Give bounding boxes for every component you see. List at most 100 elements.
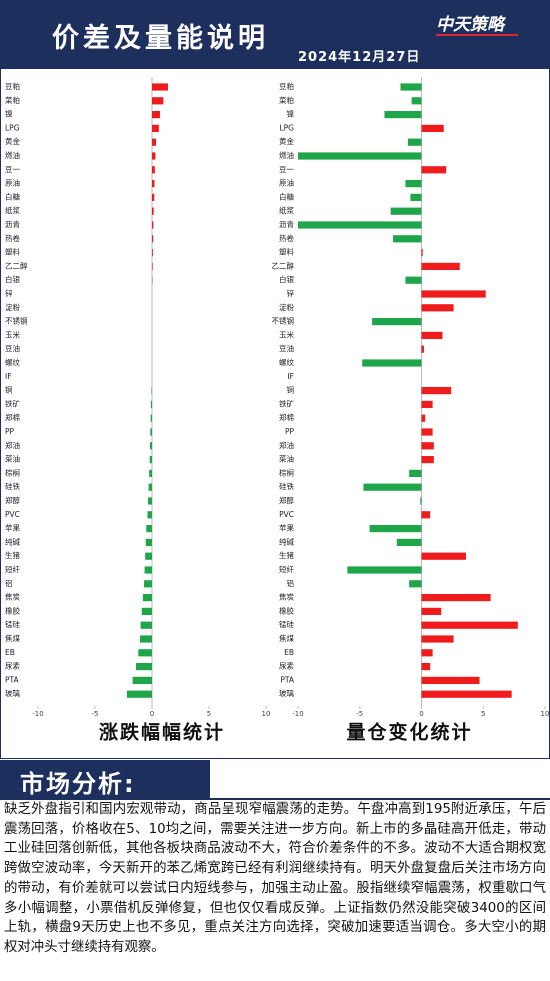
x-tick-label: 10 (262, 710, 271, 718)
category-label: 白糖 (279, 191, 294, 201)
category-label: 热卷 (279, 233, 294, 243)
bar (152, 83, 168, 91)
category-label: 焦煤 (279, 633, 294, 643)
category-label: 橡胶 (5, 605, 20, 615)
bar (369, 525, 422, 533)
category-label: LPG (279, 123, 294, 132)
bar (140, 635, 152, 643)
category-label: 铜 (5, 385, 13, 395)
bar (363, 483, 422, 491)
category-label: 螺纹 (5, 357, 20, 367)
bar (132, 676, 152, 684)
category-label: IF (5, 372, 12, 381)
category-label: 郑油 (5, 440, 20, 450)
category-label: 白银 (5, 274, 20, 284)
page-title: 价差及量能说明 (52, 23, 269, 54)
category-label: PTA (5, 675, 20, 684)
bar (149, 469, 152, 477)
category-label: 镍 (287, 109, 295, 119)
category-label: 燃油 (5, 150, 20, 160)
category-label: 硅铁 (5, 481, 20, 491)
bar (298, 152, 422, 160)
category-label: EB (284, 648, 294, 657)
category-label: 黄金 (279, 136, 294, 146)
category-label: 沥青 (5, 219, 20, 229)
bar (421, 456, 434, 464)
bar (421, 387, 452, 395)
x-tick-label: 5 (207, 710, 211, 718)
category-label: 不锈钢 (5, 316, 28, 326)
x-tick-label: 0 (419, 710, 423, 718)
bar (411, 97, 422, 105)
section-rule (0, 798, 550, 800)
bar (421, 249, 423, 257)
category-label: 螺纹 (279, 357, 294, 367)
category-label: 焦炭 (279, 592, 294, 602)
bar (421, 400, 433, 408)
category-label: 锌 (5, 288, 13, 298)
category-label: 纸浆 (279, 205, 294, 215)
bar (405, 276, 422, 284)
bar (390, 207, 422, 215)
bar (421, 607, 442, 615)
bar (145, 552, 152, 560)
bar (152, 97, 164, 105)
category-label: 焦煤 (5, 633, 20, 643)
bar (152, 166, 155, 174)
category-label: 乙二醇 (272, 260, 295, 270)
category-label: EB (5, 648, 15, 657)
category-label: PP (285, 427, 295, 436)
category-label: 铝 (5, 578, 13, 588)
bar (146, 525, 152, 533)
bar (421, 621, 518, 629)
category-label: PP (5, 427, 15, 436)
category-label: PVC (279, 510, 294, 519)
category-label: 棕榈 (5, 467, 20, 477)
bar (152, 193, 155, 201)
bar (152, 180, 155, 188)
bar (152, 138, 156, 146)
bar (152, 249, 153, 257)
bar (141, 607, 152, 615)
x-tick-label: -10 (292, 710, 303, 718)
page-date: 2024年12月27日 (298, 50, 421, 65)
category-label: 菜粕 (279, 95, 294, 105)
category-label: 锌 (287, 288, 295, 298)
category-label: 热卷 (5, 233, 20, 243)
bar (393, 235, 422, 243)
x-tick-label: -5 (356, 710, 363, 718)
bar (149, 442, 152, 450)
bar (421, 262, 460, 270)
bar (347, 566, 422, 574)
category-label: 橡胶 (279, 605, 294, 615)
category-label: 燃油 (279, 150, 294, 160)
bar (149, 456, 152, 464)
category-label: 黄金 (5, 136, 20, 146)
x-tick-label: 0 (150, 710, 154, 718)
bar (152, 111, 160, 119)
bar (372, 318, 422, 326)
bar (421, 690, 512, 698)
category-label: 锰硅 (279, 619, 294, 629)
section-banner: 市场分析: (0, 760, 210, 798)
category-label: 豆粕 (5, 81, 20, 91)
bar (409, 580, 422, 588)
category-label: 玉米 (279, 329, 294, 339)
bar (421, 414, 426, 422)
category-label: 豆油 (5, 343, 20, 353)
bar (152, 221, 154, 229)
category-label: 纯碱 (279, 536, 294, 546)
category-label: 硅铁 (279, 481, 294, 491)
bar (144, 566, 152, 574)
bar (421, 594, 491, 602)
bar (147, 511, 152, 519)
category-label: 生猪 (279, 550, 294, 560)
category-label: 苹果 (5, 523, 20, 533)
logo-underline (436, 34, 518, 36)
category-label: 镍 (5, 109, 13, 119)
chart-frame (0, 68, 550, 759)
bar (144, 580, 152, 588)
bar (384, 111, 422, 119)
category-label: 玻璃 (5, 688, 20, 698)
bar (148, 497, 152, 505)
